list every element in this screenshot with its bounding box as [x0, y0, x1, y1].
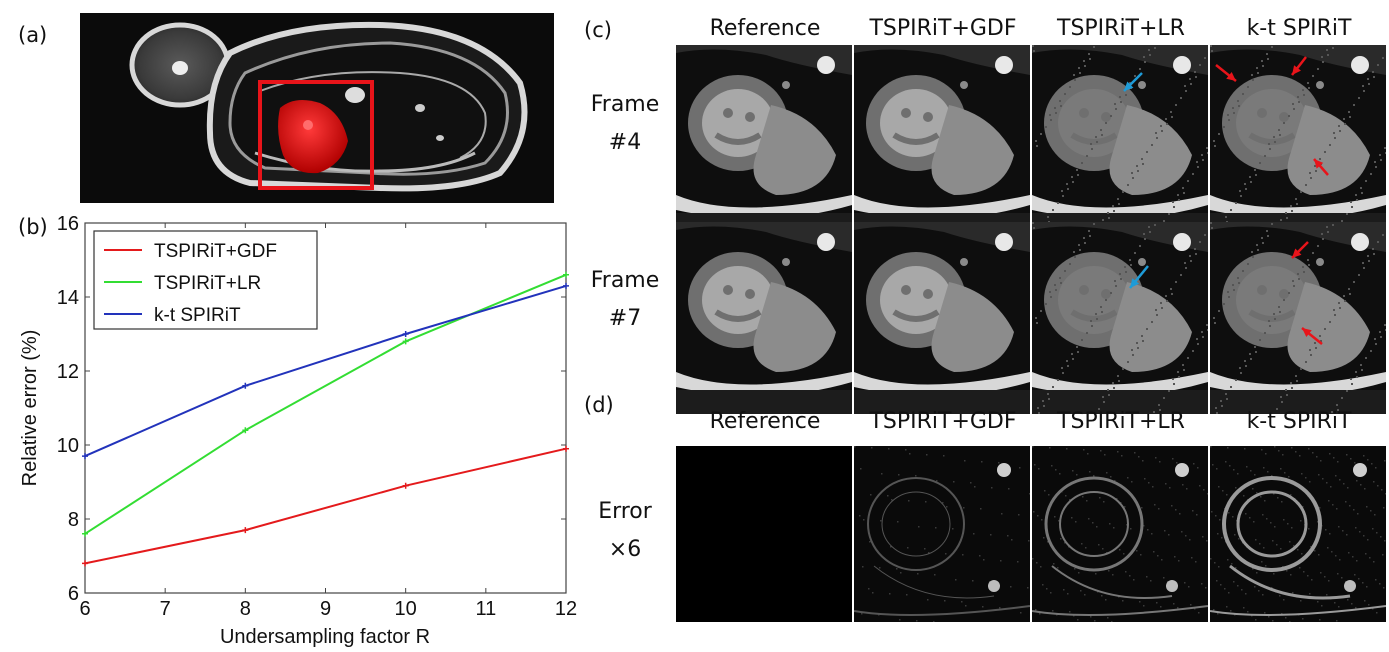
- row-header-error-line2: ×6: [608, 537, 642, 562]
- x-tick-label: 12: [555, 598, 577, 620]
- col-header-c-gdf: TSPIRiT+GDF: [869, 16, 1017, 41]
- data-point-0-2: [402, 482, 409, 489]
- image-tile-frame4-lr: [1032, 45, 1208, 237]
- image-tile-frame4-kt: [1210, 45, 1386, 237]
- arrow-annotations: [1129, 265, 1149, 289]
- row-header-frame4: Frame #4: [580, 86, 670, 162]
- col-header-c-kt: k-t SPIRiT: [1246, 16, 1352, 41]
- y-tick-label: 6: [68, 583, 79, 605]
- panel-label-c: (c): [584, 18, 612, 42]
- error-tile-kt: [1210, 446, 1386, 622]
- row-header-frame4-line1: Frame: [590, 92, 660, 117]
- series-line-0: [84, 447, 567, 565]
- data-point-1-3: [563, 271, 569, 278]
- arrow-annotations: [1291, 241, 1323, 345]
- col-header-d-reference: Reference: [709, 409, 821, 434]
- row-header-error-line1: Error: [598, 499, 652, 524]
- arrow-annotations: [1215, 56, 1329, 176]
- data-point-2-2: [402, 331, 409, 337]
- col-header-c-reference: Reference: [709, 16, 821, 41]
- panel-label-b: (b): [18, 215, 48, 239]
- col-header-c-lr: TSPIRiT+LR: [1057, 16, 1185, 41]
- row-header-frame4-line2: #4: [608, 130, 642, 155]
- data-point-0-0: [82, 560, 88, 567]
- panel-label-a: (a): [18, 23, 48, 47]
- image-tile-frame7-gdf: [854, 222, 1030, 414]
- region-highlight-box: [258, 80, 374, 190]
- y-tick-label: 8: [68, 509, 79, 531]
- col-header-d-kt: k-t SPIRiT: [1246, 409, 1352, 434]
- data-point-1-2: [402, 338, 409, 345]
- y-tick-label: 12: [57, 361, 79, 383]
- y-tick-label: 10: [57, 435, 79, 457]
- data-point-1-0: [82, 530, 88, 537]
- error-tile-reference: [676, 446, 852, 622]
- anatomy-image: [80, 13, 554, 203]
- legend-label-lr: TSPIRiT+LR: [154, 273, 261, 294]
- legend-label-kt: k-t SPIRiT: [154, 305, 241, 326]
- data-point-0-3: [563, 445, 569, 452]
- panel-label-d: (d): [584, 393, 614, 417]
- row-header-frame7-line2: #7: [608, 306, 642, 331]
- x-tick-label: 9: [320, 598, 331, 620]
- image-tile-frame4-gdf: [854, 45, 1030, 237]
- image-tile-frame4-reference: [676, 45, 852, 237]
- data-point-1-1: [242, 427, 249, 434]
- y-tick-label: 16: [57, 213, 79, 235]
- series-line-1: [84, 273, 567, 535]
- error-tile-gdf: [854, 446, 1030, 622]
- col-header-d-lr: TSPIRiT+LR: [1057, 409, 1185, 434]
- data-point-2-3: [563, 282, 569, 289]
- x-tick-label: 8: [240, 598, 251, 620]
- x-tick-label: 11: [475, 598, 496, 620]
- legend-label-gdf: TSPIRiT+GDF: [154, 241, 277, 262]
- row-header-frame7-line1: Frame: [590, 268, 660, 293]
- image-tile-frame7-reference: [676, 222, 852, 414]
- arrow-annotations: [1123, 72, 1143, 92]
- x-axis-label: Undersampling factor R: [220, 626, 430, 648]
- data-point-2-0: [82, 453, 88, 460]
- y-axis-label: Relative error (%): [19, 330, 41, 487]
- row-header-frame7: Frame #7: [580, 262, 670, 338]
- row-header-error: Error ×6: [580, 493, 670, 569]
- y-tick-label: 14: [57, 287, 79, 309]
- x-tick-label: 10: [395, 598, 417, 620]
- col-header-d-gdf: TSPIRiT+GDF: [869, 409, 1017, 434]
- data-point-0-1: [242, 527, 249, 534]
- error-line-chart: 6 7 8 9 10 11 12 6 8 10 12 14 16 Undersampling facto…: [19, 213, 577, 648]
- image-tile-frame7-kt: [1210, 222, 1386, 414]
- image-tile-frame7-lr: [1032, 222, 1208, 414]
- x-tick-label: 7: [160, 598, 171, 620]
- error-tile-lr: [1032, 446, 1208, 622]
- series-line-2: [84, 284, 567, 458]
- data-point-2-1: [242, 382, 249, 389]
- legend: TSPIRiT+GDF TSPIRiT+LR k-t SPIRiT: [93, 230, 318, 330]
- x-tick-label: 6: [79, 598, 90, 620]
